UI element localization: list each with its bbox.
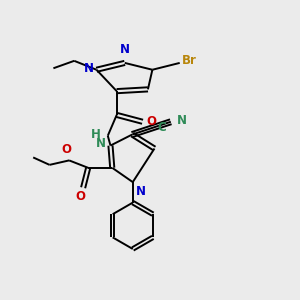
Text: N: N [83, 62, 94, 75]
Text: O: O [61, 143, 71, 156]
Text: Br: Br [182, 54, 197, 67]
Text: C: C [158, 121, 166, 134]
Text: N: N [96, 137, 106, 150]
Text: H: H [91, 128, 100, 141]
Text: N: N [136, 185, 146, 198]
Text: O: O [146, 115, 156, 128]
Text: N: N [120, 44, 130, 56]
Text: N: N [177, 114, 187, 128]
Text: O: O [76, 190, 86, 203]
